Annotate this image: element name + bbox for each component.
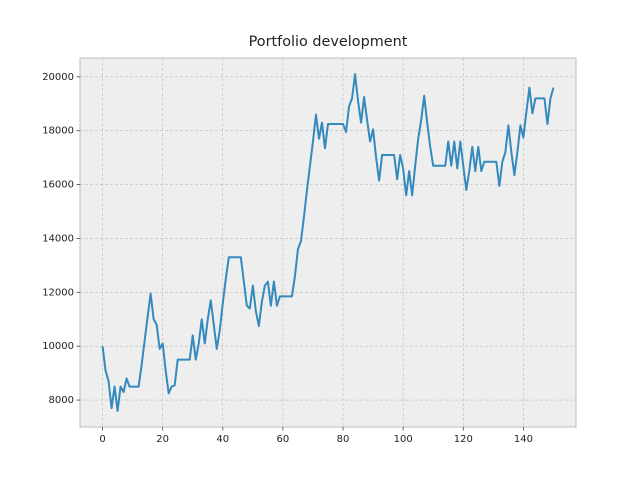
plot-area: [79, 57, 577, 428]
y-tick-label: 20000: [42, 72, 74, 83]
x-tick-label: 120: [454, 434, 473, 445]
y-tick-label: 16000: [42, 180, 74, 191]
y-tick-label: 8000: [49, 395, 74, 406]
x-tick-label: 100: [394, 434, 413, 445]
y-tick-label: 14000: [42, 233, 74, 244]
chart-title: Portfolio development: [249, 34, 408, 50]
y-tick-label: 18000: [42, 126, 74, 137]
y-tick-label: 12000: [42, 287, 74, 298]
x-tick-label: 0: [99, 434, 105, 445]
line: [101, 73, 555, 412]
x-tick-label: 140: [514, 434, 533, 445]
x-tick-label: 60: [277, 434, 290, 445]
x-tick-label: 40: [216, 434, 229, 445]
x-tick-label: 20: [156, 434, 169, 445]
x-tick-label: 80: [337, 434, 350, 445]
y-tick-label: 10000: [42, 341, 74, 352]
